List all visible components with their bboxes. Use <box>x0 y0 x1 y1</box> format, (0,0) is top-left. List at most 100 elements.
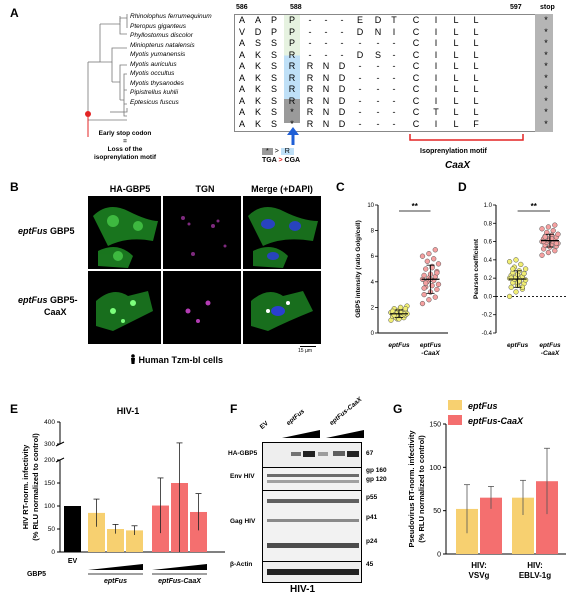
alignment-residue: - <box>392 38 396 48</box>
y-tick-label: 10 <box>367 203 374 209</box>
alignment-residue: L <box>473 15 479 25</box>
person-icon <box>130 354 136 364</box>
alignment-residue: A <box>238 118 245 129</box>
data-point <box>419 253 426 259</box>
alignment-residue: - <box>358 118 362 129</box>
alignment-residue: - <box>324 15 328 25</box>
alignment-residue: D <box>338 118 346 129</box>
alignment-residue: C <box>412 61 420 71</box>
alignment-residue: - <box>340 15 344 25</box>
alignment-residue: L <box>453 72 459 83</box>
alignment-residue: D <box>374 15 382 25</box>
data-point <box>518 261 524 268</box>
data-point <box>552 222 558 228</box>
micrograph-ha-gbp5-row1 <box>88 196 161 269</box>
alignment-residue: F <box>473 118 479 129</box>
micrograph-tgn-row1 <box>163 196 241 269</box>
blot-title: HIV-1 <box>290 584 316 595</box>
alignment-residue: K <box>254 107 261 117</box>
alignment-residue: - <box>308 15 312 25</box>
row-label-eptfus-caax: eptFus GBP5- CaaX <box>18 294 78 318</box>
category-label: eptFus <box>420 342 442 349</box>
alignment-residue: A <box>238 107 245 117</box>
alignment-residue: A <box>238 49 245 60</box>
data-point <box>539 252 545 258</box>
alignment-residue: * <box>290 118 294 129</box>
data-point <box>423 280 429 286</box>
alignment-residue: L <box>473 38 479 48</box>
col-title-tgn: TGN <box>195 184 215 194</box>
alignment-residue: I <box>434 38 438 48</box>
alignment-residue: * <box>290 107 294 117</box>
pos-588: 588 <box>290 4 302 11</box>
alignment-residue: A <box>238 95 245 106</box>
data-point <box>542 234 548 240</box>
alignment-residue: R <box>288 61 296 71</box>
col-title-merge: Merge (+DAPI) <box>251 184 313 194</box>
alignment-residue: C <box>412 118 420 129</box>
alignment-residue: N <box>322 95 330 106</box>
row2-line2: CaaX <box>44 307 67 317</box>
alignment-residue: - <box>308 38 312 48</box>
alignment-residue: - <box>392 72 396 83</box>
alignment-residue: - <box>392 49 396 60</box>
alignment-residue: L <box>453 118 459 129</box>
blot-ha <box>262 442 362 468</box>
alignment-residue: D <box>338 72 346 83</box>
alignment-residue: I <box>434 15 438 25</box>
y-tick-label: 0.8 <box>484 221 493 227</box>
bar <box>536 481 558 554</box>
alignment-residue: A <box>238 84 245 94</box>
alignment-residue: R <box>306 72 314 83</box>
species-name: Rhinolophus ferrumequinum <box>130 13 212 20</box>
cell-line-text: Human Tzm-bl cells <box>138 355 224 365</box>
species-name: Pteropus giganteus <box>130 22 187 30</box>
category-label: -CaaX <box>421 350 440 357</box>
dose-triangle <box>88 564 143 570</box>
y-tick-label: 0 <box>51 549 55 556</box>
alignment-residue: R <box>306 95 314 106</box>
legend-label: eptFus-CaaX <box>468 416 524 426</box>
row2-rest: GBP5- <box>47 295 78 305</box>
mutation-arrow <box>287 127 299 145</box>
alignment-residue: - <box>340 38 344 48</box>
y-tick-label: 150 <box>44 480 55 487</box>
panel-label-g: G <box>393 402 403 416</box>
group-label: eptFus <box>104 578 127 585</box>
alignment-residue: L <box>473 72 479 83</box>
data-point <box>434 286 440 293</box>
category-label: eptFus <box>388 342 410 349</box>
data-point <box>545 224 552 230</box>
blot-label-ha: HA-GBP5 <box>228 450 258 457</box>
alignment-residue: K <box>254 118 261 129</box>
alignment-residue: N <box>374 26 382 37</box>
data-point <box>421 272 427 279</box>
species-name: Pipistrellus kuhlii <box>130 89 179 96</box>
data-point <box>424 258 430 264</box>
micrograph-tgn-row2 <box>163 271 241 344</box>
y-tick-label: 100 <box>44 503 55 510</box>
data-point <box>402 306 409 312</box>
y-tick-label: 400 <box>44 419 55 426</box>
bar <box>107 529 124 552</box>
row1-italic: eptFus <box>18 226 48 236</box>
alignment-residue: L <box>473 49 479 60</box>
bar <box>64 506 81 552</box>
alignment-residue: N <box>322 118 330 129</box>
alignment-residue: R <box>306 61 314 71</box>
alignment-residue: * <box>544 118 548 129</box>
species-name: Miniopterus natalensis <box>130 41 195 49</box>
alignment-residue: L <box>453 84 459 94</box>
alignment-residue: L <box>453 107 459 117</box>
row1-rest: GBP5 <box>47 226 75 236</box>
data-point <box>419 300 426 307</box>
alignment-residue: D <box>338 84 346 94</box>
alignment-residue: - <box>376 95 380 106</box>
alignment-residue: A <box>238 15 245 25</box>
alignment-residue: * <box>544 38 548 48</box>
alignment-residue: - <box>376 107 380 117</box>
category-label: eptFus <box>507 342 529 349</box>
alignment-residue: - <box>358 95 362 106</box>
alignment-residue: D <box>338 107 346 117</box>
alignment-residue: - <box>358 107 362 117</box>
